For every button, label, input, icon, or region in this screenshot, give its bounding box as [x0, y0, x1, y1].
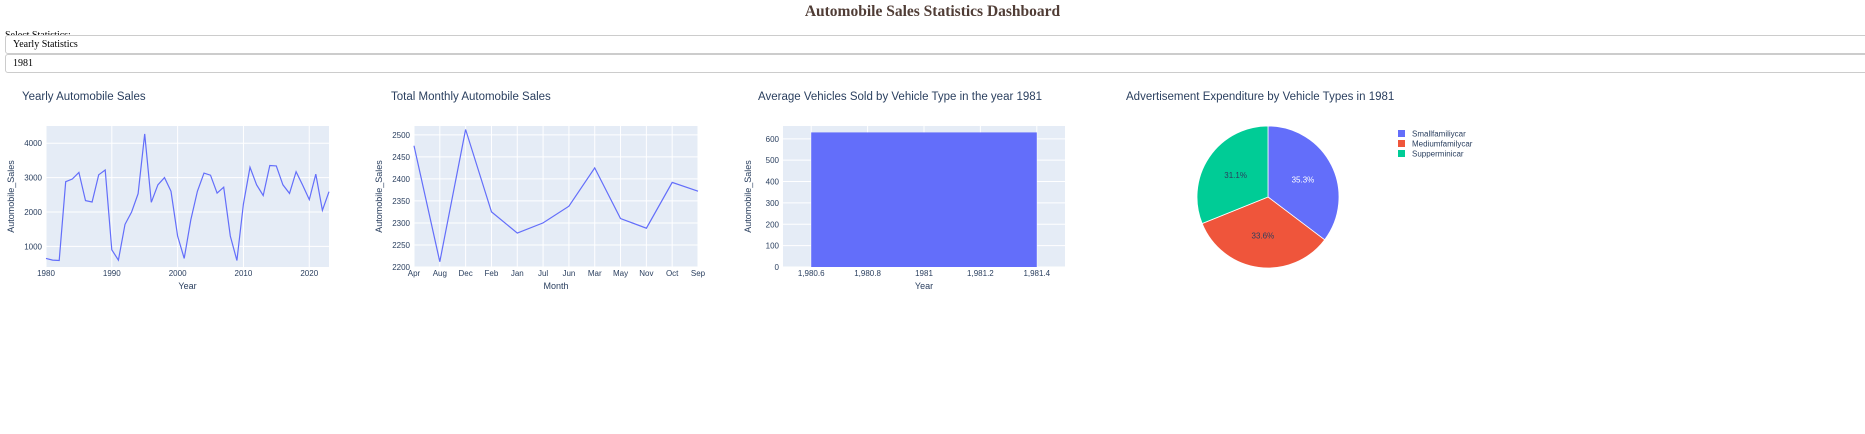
pie-percent-label: 33.6% — [1252, 232, 1275, 241]
y-axis-title: Automobile_Sales — [743, 160, 753, 233]
x-tick-label: 2010 — [235, 269, 253, 278]
statistics-dropdown[interactable]: Yearly Statistics — [5, 35, 1865, 54]
x-tick-label: 1,981.4 — [1023, 269, 1050, 278]
page-title: Automobile Sales Statistics Dashboard — [804, 3, 1061, 20]
y-tick-label: 2300 — [392, 219, 410, 228]
x-axis-title: Year — [178, 281, 196, 291]
y-tick-label: 100 — [766, 242, 780, 251]
x-axis-title: Month — [543, 281, 568, 291]
y-tick-label: 300 — [766, 199, 780, 208]
year-dropdown[interactable]: 1981 — [5, 54, 1865, 73]
pie-slice — [1267, 125, 1340, 241]
bar — [811, 132, 1037, 267]
y-tick-label: 1000 — [24, 242, 42, 251]
pie-percent-label: 35.3% — [1292, 176, 1315, 185]
x-tick-label: 1981 — [915, 269, 933, 278]
x-tick-label: Jul — [538, 269, 548, 278]
x-tick-label: Jun — [562, 269, 575, 278]
pie-slice — [1201, 196, 1326, 269]
x-axis-title: Year — [915, 281, 933, 291]
y-tick-label: 3000 — [24, 174, 42, 183]
x-tick-label: 1990 — [103, 269, 121, 278]
chart-title: Yearly Automobile Sales — [22, 91, 146, 103]
chart-title: Total Monthly Automobile Sales — [391, 91, 551, 103]
pie-percent-label: 31.1% — [1224, 171, 1247, 180]
y-tick-label: 200 — [766, 220, 780, 229]
x-tick-label: Mar — [588, 269, 602, 278]
y-tick-label: 2000 — [24, 208, 42, 217]
x-tick-label: Nov — [639, 269, 653, 278]
legend-swatch — [1398, 150, 1405, 157]
y-axis-title: Automobile_Sales — [374, 160, 384, 233]
series-line — [413, 129, 699, 262]
x-tick-label: 1980 — [37, 269, 55, 278]
legend-swatch — [1398, 130, 1405, 137]
x-tick-label: 1,980.8 — [854, 269, 881, 278]
plot-background — [46, 126, 329, 267]
y-tick-label: 4000 — [24, 139, 42, 148]
chart-title: Average Vehicles Sold by Vehicle Type in… — [758, 91, 1042, 103]
y-tick-label: 2200 — [392, 263, 410, 272]
legend-swatch — [1398, 140, 1405, 147]
legend-label: Supperminicar — [1412, 150, 1464, 159]
x-tick-label: Feb — [485, 269, 499, 278]
y-tick-label: 400 — [766, 178, 780, 187]
x-tick-label: Jan — [511, 269, 524, 278]
y-tick-label: 500 — [766, 156, 780, 165]
y-tick-label: 2500 — [392, 131, 410, 140]
x-tick-label: 2000 — [169, 269, 187, 278]
x-tick-label: May — [613, 269, 628, 278]
x-tick-label: 2020 — [300, 269, 318, 278]
series-line — [45, 133, 330, 262]
legend-label: Mediumfamilycar — [1412, 140, 1473, 149]
x-tick-label: Sep — [691, 269, 706, 278]
y-tick-label: 2350 — [392, 197, 410, 206]
chart-title: Advertisement Expenditure by Vehicle Typ… — [1126, 91, 1394, 103]
pie-slice — [1196, 125, 1269, 225]
x-tick-label: Apr — [408, 269, 421, 278]
y-tick-label: 2450 — [392, 153, 410, 162]
y-tick-label: 2400 — [392, 175, 410, 184]
y-tick-label: 0 — [775, 263, 780, 272]
y-axis-title: Automobile_Sales — [6, 160, 16, 233]
y-tick-label: 600 — [766, 135, 780, 144]
y-tick-label: 2250 — [392, 241, 410, 250]
x-tick-label: 1,981.2 — [967, 269, 994, 278]
legend-label: Smallfamiliycar — [1412, 130, 1466, 139]
x-tick-label: 1,980.6 — [798, 269, 825, 278]
x-tick-label: Dec — [459, 269, 473, 278]
x-tick-label: Aug — [433, 269, 447, 278]
x-tick-label: Oct — [666, 269, 679, 278]
plot-background — [414, 126, 698, 267]
